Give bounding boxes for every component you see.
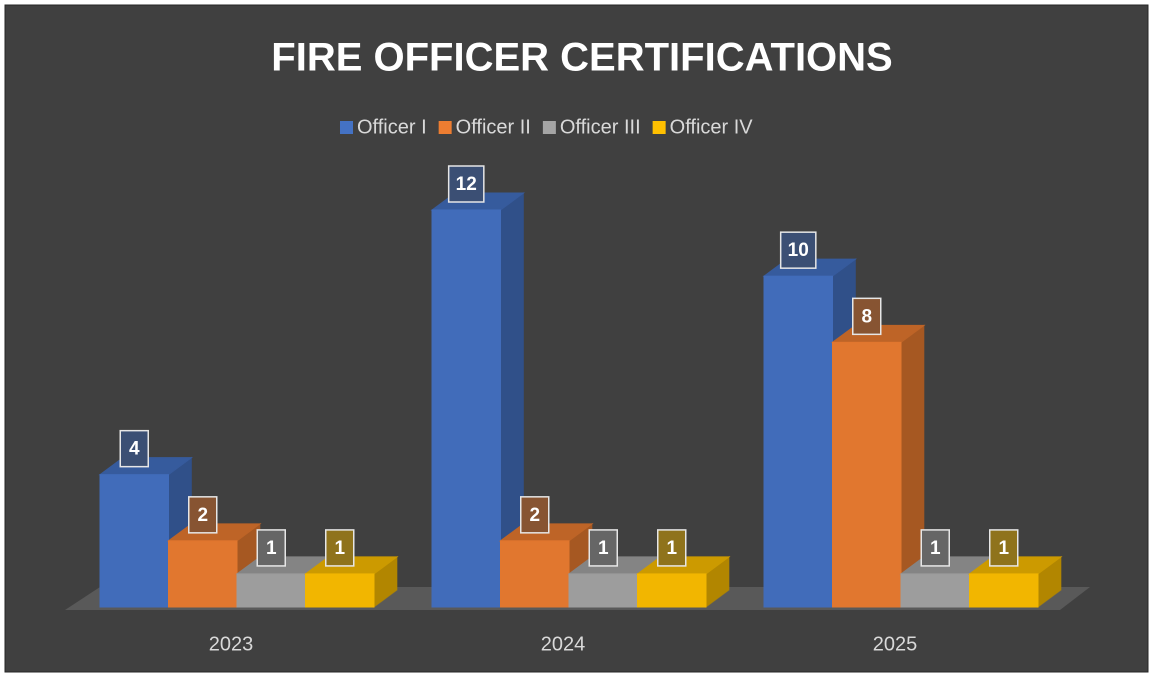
bar — [763, 275, 833, 608]
bar — [236, 573, 306, 608]
x-tick-label: 2025 — [873, 633, 918, 655]
data-label-backdrop — [921, 529, 950, 566]
data-label: 1 — [334, 538, 345, 559]
data-label-box — [256, 529, 286, 567]
bar — [637, 573, 707, 608]
data-label-backdrop — [448, 166, 484, 202]
data-label: 1 — [266, 538, 277, 559]
bar — [568, 573, 638, 608]
legend-swatch — [340, 121, 353, 134]
data-label-backdrop — [780, 232, 816, 269]
bar — [832, 341, 902, 608]
data-label-box — [989, 529, 1019, 567]
data-label: 10 — [788, 240, 809, 261]
data-label: 8 — [861, 306, 872, 327]
bar — [168, 540, 238, 608]
data-label-backdrop — [325, 529, 354, 566]
data-label-backdrop — [520, 496, 549, 533]
data-label-backdrop — [257, 529, 286, 566]
data-label-box — [119, 429, 149, 468]
data-label-backdrop — [989, 529, 1018, 566]
x-tick-label: 2024 — [541, 633, 586, 655]
legend-swatch — [542, 121, 556, 134]
data-label-backdrop — [657, 529, 686, 566]
data-label-box — [188, 496, 218, 534]
data-label: 1 — [998, 538, 1009, 559]
data-label-backdrop — [852, 298, 881, 335]
legend-label: Officer II — [456, 116, 531, 138]
bar — [500, 540, 570, 608]
bar — [900, 573, 970, 608]
data-label-box — [657, 529, 687, 567]
legend-swatch — [438, 121, 452, 134]
data-label-box — [588, 529, 618, 567]
bar — [431, 209, 501, 608]
legend-swatch — [652, 121, 666, 134]
data-label-backdrop — [120, 430, 149, 467]
data-label: 1 — [666, 538, 677, 559]
data-label-box — [325, 529, 355, 567]
legend-label: Officer I — [357, 116, 427, 138]
bar — [969, 573, 1039, 608]
data-label-box — [779, 231, 817, 269]
data-label: 1 — [598, 538, 609, 559]
data-label: 2 — [529, 505, 540, 526]
data-label-box — [447, 165, 485, 203]
legend-label: Officer III — [560, 116, 641, 138]
data-label: 12 — [456, 174, 477, 195]
bar — [99, 474, 169, 608]
data-label-box — [920, 529, 950, 567]
data-label: 4 — [129, 439, 140, 460]
bar — [305, 573, 375, 608]
data-label-backdrop — [188, 496, 217, 533]
data-label: 1 — [930, 538, 941, 559]
data-label: 2 — [197, 505, 208, 526]
chart-title: FIRE OFFICER CERTIFICATIONS — [271, 36, 892, 80]
data-label-box — [520, 496, 550, 534]
legend-label: Officer IV — [670, 116, 754, 138]
x-tick-label: 2023 — [209, 633, 254, 655]
data-label-box — [852, 297, 882, 336]
data-label-backdrop — [589, 529, 618, 566]
